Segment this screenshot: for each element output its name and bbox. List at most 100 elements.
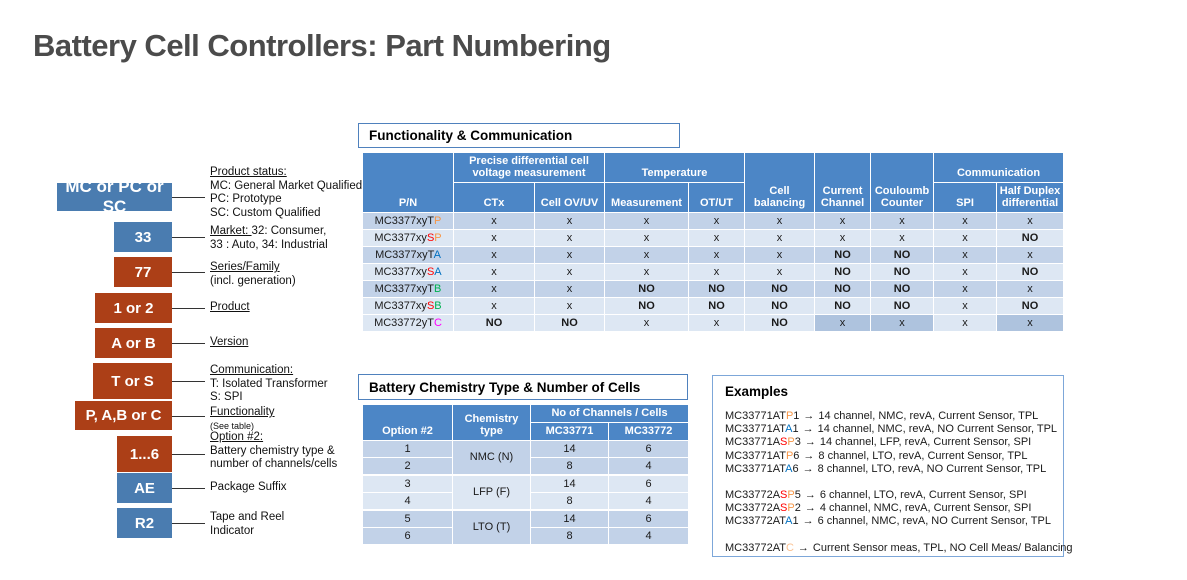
value-cell: x — [870, 212, 935, 230]
pn-segment: MC33771AT — [725, 462, 786, 475]
value-cell: x — [687, 314, 746, 332]
desc-line: Market: 32: Consumer, — [210, 225, 388, 239]
desc-text: Option #2: — [210, 431, 264, 443]
value-cell: NO — [744, 297, 816, 315]
desc-line: T: Isolated Transformer — [210, 378, 388, 392]
example-description: Current Sensor meas, TPL, NO Cell Meas/ … — [812, 541, 1073, 554]
desc-line: S: SPI — [210, 391, 388, 405]
pn-segment: P — [787, 489, 795, 502]
value-cell: x — [453, 280, 535, 298]
desc-text: Tape and Reel — [210, 511, 285, 523]
value-cell: x — [870, 314, 935, 332]
value-cell: x — [933, 314, 998, 332]
example-gap — [725, 529, 1063, 542]
desc-text: number of channels/cells — [210, 458, 338, 470]
part-box-2: 33 — [114, 222, 172, 252]
option-cell: 2 — [362, 457, 453, 476]
desc-line: Battery chemistry type & — [210, 445, 388, 459]
value-cell: NO — [814, 246, 872, 264]
chem-table-head: Option #2 Chemistry type No of Channels / … — [362, 404, 690, 441]
example-description: 14 channel, LFP, revA, Current Sensor, S… — [819, 436, 1032, 449]
pn-segment: 6 — [793, 449, 800, 462]
value-cell: x — [453, 212, 535, 230]
value-cell: NO — [744, 314, 816, 332]
value-cell: x — [933, 212, 998, 230]
value-cell: x — [604, 212, 689, 230]
func-head-row-cols: CTx Cell OV/UV Measurement OT/UT SPI Half Dup… — [363, 182, 1065, 213]
part-box-6: T or S — [93, 363, 172, 399]
example-description: 6 channel, NMC, revA, NO Current Sensor,… — [817, 515, 1051, 528]
value-cell: x — [687, 212, 746, 230]
arrow-icon: → — [804, 502, 816, 515]
example-description: 14 channel, NMC, revA, Current Sensor, T… — [818, 410, 1039, 422]
pn-segment: MC3377xy — [374, 231, 427, 244]
pn-segment: S — [780, 489, 788, 502]
desc-line: MC: General Market Qualified, — [210, 180, 388, 194]
mc33772-cell: 4 — [607, 492, 690, 511]
desc-text: Market: — [210, 225, 252, 237]
pn-segment: MC33772AT — [725, 541, 786, 554]
func-head-row-groups: P/N Precise differential cell voltage mea… — [362, 152, 1065, 213]
option-cell: 6 — [362, 527, 453, 545]
value-cell: x — [687, 263, 746, 281]
option-cell: 3 — [362, 474, 453, 493]
example-description: 14 channel, NMC, revA, NO Current Sensor… — [817, 423, 1058, 436]
arrow-icon: → — [802, 462, 814, 475]
arrow-icon: → — [802, 515, 814, 528]
mc33772-cell: 6 — [607, 509, 690, 528]
pn-segment: C — [785, 541, 794, 554]
table-row: 3 LFP (F) 14 6 — [362, 474, 690, 511]
value-cell: x — [604, 314, 689, 332]
part-box-5: A or B — [95, 328, 172, 358]
value-cell: x — [687, 229, 746, 247]
pn-segment: 2 — [794, 502, 801, 515]
example-line: MC33771ATP6 → 8 channel, LTO, revA, Curren… — [725, 450, 1063, 463]
desc-line: Version — [210, 336, 388, 350]
example-line: MC33772ATC → Current Sensor meas, TPL, NO … — [725, 541, 1073, 555]
table-row: MC33772yTC NO NO x x NO x x x x — [362, 314, 1065, 332]
table-row: MC3377xySA x x x x x NO NO x NO — [362, 263, 1065, 281]
group-header: Precise differential cell voltage measur… — [453, 152, 605, 183]
part-box-8: 1...6 — [117, 436, 172, 472]
value-cell: x — [534, 280, 605, 298]
value-cell: x — [996, 246, 1065, 264]
part-box-1: MC or PC or SC — [57, 177, 172, 216]
pn-segment: MC33771AT — [725, 410, 786, 422]
value-cell: NO — [744, 280, 816, 298]
value-cell: NO — [870, 297, 935, 315]
chemistry-cell: NMC (N) — [452, 440, 531, 476]
value-cell: NO — [687, 280, 746, 298]
desc-text: T: Isolated Transformer — [210, 377, 328, 390]
desc-line: Functionality — [210, 406, 388, 420]
table-row: MC3377xyTB x x NO NO NO NO NO x x — [362, 280, 1065, 298]
desc-line: 33 : Auto, 34: Industrial — [210, 239, 388, 253]
connector-line — [172, 308, 205, 309]
func-table-head: P/N Precise differential cell voltage mea… — [362, 152, 1065, 213]
pn-segment: C — [433, 316, 442, 329]
pn-cell: MC3377xyTB — [362, 280, 454, 298]
arrow-icon: → — [804, 436, 816, 449]
desc-line: Series/Family — [210, 261, 388, 275]
col-header: OT/UT — [687, 182, 746, 213]
value-cell: x — [453, 229, 535, 247]
value-cell: NO — [814, 280, 872, 298]
arrow-icon: → — [804, 489, 816, 502]
value-cell: x — [687, 246, 746, 264]
mc33772-cell: 6 — [607, 474, 690, 493]
pn-segment: S — [426, 299, 435, 312]
example-line: MC33772ATA1 → 6 channel, NMC, revA, NO Cur… — [725, 515, 1063, 528]
table-row: MC3377xyTA x x x x x NO NO x x — [362, 246, 1065, 264]
value-cell: NO — [870, 246, 935, 264]
col-header: CTx — [453, 182, 535, 213]
col-header: Measurement — [604, 182, 689, 213]
mc33771-cell: 14 — [530, 509, 609, 528]
arrow-icon: → — [802, 423, 814, 436]
desc-text: PC: Prototype — [210, 193, 282, 205]
connector-line — [172, 197, 205, 198]
value-cell: x — [996, 314, 1065, 332]
value-cell: NO — [870, 263, 935, 281]
pn-segment: MC3377xy — [374, 299, 427, 312]
part-box-7: P, A,B or C — [75, 401, 172, 430]
col-header: SPI — [933, 182, 998, 213]
mc33772-cell: 4 — [607, 457, 690, 476]
